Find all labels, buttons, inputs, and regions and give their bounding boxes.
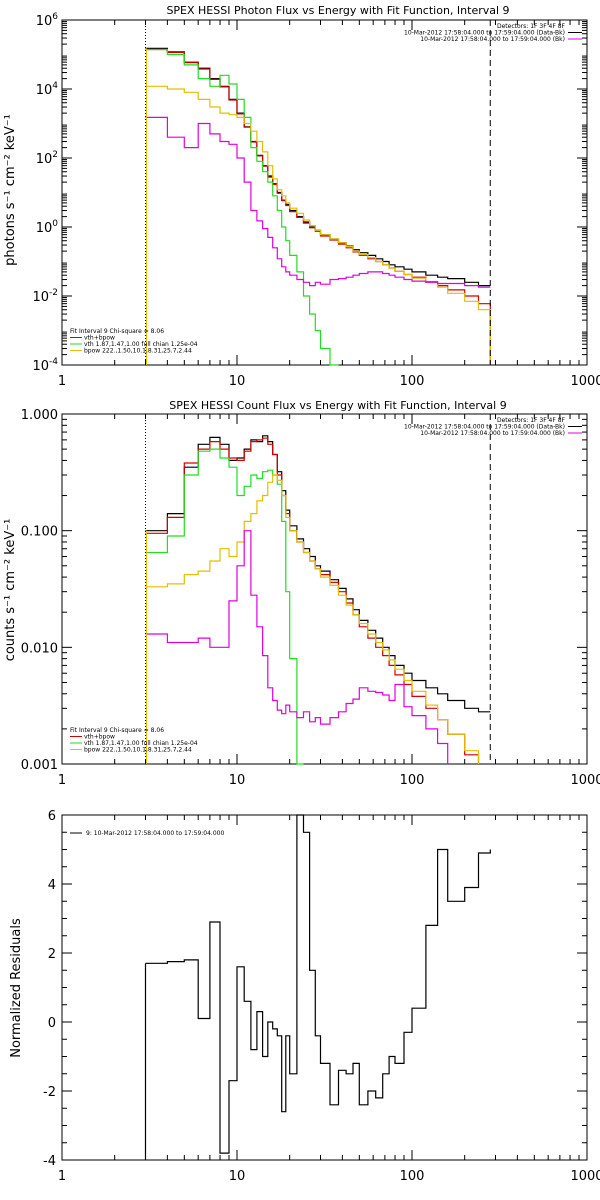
photon-flux-xtick-label: 1000 [570,374,600,389]
photon-flux-ytick-label: 106 [36,12,59,29]
count-flux-legend-bl-1: vth+bpow [84,734,115,741]
count-flux-legend-bl-3: bpow 222.,1.50,10.1,8.31,25.7,2.44 [84,747,192,754]
photon-flux-legend-bl-0: Fit Interval 9 Chi-square = 8.06 [70,328,164,335]
photon-flux-xtick-label: 1 [58,374,66,389]
photon-flux-legend-bl-1: vth+bpow [84,335,115,342]
residuals-ticks: 1 10 100 1000 -4 -2 0 2 4 6 [43,809,600,1184]
photon-flux-panel: SPEX HESSI Photon Flux vs Energy with Fi… [3,4,600,389]
photon-flux-series-total [145,47,491,287]
count-flux-legend-tr-2: 10-Mar-2012 17:58:04.000 to 17:59:04.000… [420,430,565,437]
photon-flux-legend-bl-3: bpow 222.,1.50,10.1,8.31,25.7,2.44 [84,348,192,355]
photon-flux-xtick-label: 10 [229,374,246,389]
count-flux-xtick-label: 1 [58,773,66,788]
count-flux-ticks: 1 10 100 1000 0.001 0.010 0.100 1.000 [21,408,600,788]
residuals-series [144,814,491,1160]
photon-flux-ytick-exponent: -2 [49,288,58,298]
photon-flux-series-background [145,116,491,288]
residuals-xtick-label: 1000 [570,1169,600,1184]
photon-flux-series [145,47,491,366]
count-flux-legend-tr-0: Detectors: 1F 3F 4F 8F [497,417,566,424]
photon-flux-ytick-label: 102 [36,150,58,167]
residuals-legend-tl-0: 9: 10-Mar-2012 17:58:04.000 to 17:59:04.… [86,830,224,837]
count-flux-xtick-label: 100 [400,773,425,788]
photon-flux-ytick-label: 100 [36,219,59,236]
count-flux-xtick-label: 10 [229,773,246,788]
residuals-legend: 9: 10-Mar-2012 17:58:04.000 to 17:59:04.… [70,830,224,837]
count-flux-series-total [145,435,491,713]
count-flux-series-vth [145,448,304,765]
photon-flux-ylabel: photons s⁻¹ cm⁻² keV⁻¹ [3,114,18,266]
photon-flux-legend-tr-0: Detectors: 1F 3F 4F 8F [497,23,566,30]
residuals-frame [61,814,588,1161]
residuals-ytick-label: 6 [48,809,56,824]
photon-flux-series-fit_total [145,48,491,365]
photon-flux-ytick-exponent: 6 [52,12,58,22]
count-flux-panel: SPEX HESSI Count Flux vs Energy with Fit… [3,399,600,788]
photon-flux-ticks: 1 10 100 1000 10-4 10-2 100 102 104 106 [32,12,600,389]
residuals-ytick-label: 4 [48,878,56,893]
count-flux-legend-tr-1: 10-Mar-2012 17:58:04.000 to 17:59:04.000… [404,424,565,431]
residuals-ytick-label: 0 [48,1016,56,1031]
residuals-ytick-label: -4 [43,1154,56,1169]
residuals-ylabel: Normalized Residuals [9,918,24,1058]
count-flux-legend-bl-0: Fit Interval 9 Chi-square = 8.06 [70,727,164,734]
photon-flux-vlines [144,20,491,365]
photon-flux-frame [61,19,588,366]
photon-flux-legend-bl-2: vth 1.87,1.47,1.00 full chian 1.25e-04 [84,341,198,348]
count-flux-series [145,435,491,765]
photon-flux-series-bpow [145,85,491,365]
count-flux-title: SPEX HESSI Count Flux vs Energy with Fit… [169,399,506,412]
photon-flux-ytick-exponent: 4 [52,81,58,91]
photon-flux-ytick-label: 10-4 [32,357,58,374]
count-flux-series-fit_total [145,437,480,764]
residuals-xtick-label: 100 [400,1169,425,1184]
residuals-series-total [145,814,491,1154]
photon-flux-ytick-label: 104 [36,81,59,98]
count-flux-legend-bl-2: vth 1.87,1.47,1.00 full chian 1.25e-04 [84,740,198,747]
count-flux-ylabel: counts s⁻¹ cm⁻² keV⁻¹ [3,519,18,662]
photon-flux-ytick-exponent: 0 [52,219,58,229]
count-flux-ytick-label: 0.100 [21,525,58,540]
count-flux-ytick-label: 1.000 [21,408,58,423]
residuals-xtick-label: 1 [58,1169,66,1184]
residuals-ytick-label: -2 [43,1085,56,1100]
count-flux-xtick-label: 1000 [570,773,600,788]
count-flux-ytick-label: 0.010 [21,641,58,656]
residuals-xtick-label: 10 [229,1169,246,1184]
count-flux-series-bpow [145,474,480,764]
photon-flux-ytick-exponent: -4 [49,357,58,367]
count-flux-ytick-label: 0.001 [21,758,58,773]
photon-flux-ytick-label: 10-2 [32,288,58,305]
photon-flux-ytick-exponent: 2 [52,150,58,160]
photon-flux-title: SPEX HESSI Photon Flux vs Energy with Fi… [166,4,509,17]
photon-flux-xtick-label: 100 [400,374,425,389]
count-flux-vlines [144,414,491,764]
count-flux-frame [61,413,588,765]
photon-flux-series-vth [145,48,339,366]
residuals-ytick-label: 2 [48,947,56,962]
count-flux-series-background [145,530,449,764]
photon-flux-legend-tr-1: 10-Mar-2012 17:58:04.000 to 17:59:04.000… [404,30,565,37]
photon-flux-legend-tr-2: 10-Mar-2012 17:58:04.000 to 17:59:04.000… [420,36,565,43]
residuals-panel: Normalized Residuals 1 10 100 1000-4-20246 … [9,809,600,1184]
